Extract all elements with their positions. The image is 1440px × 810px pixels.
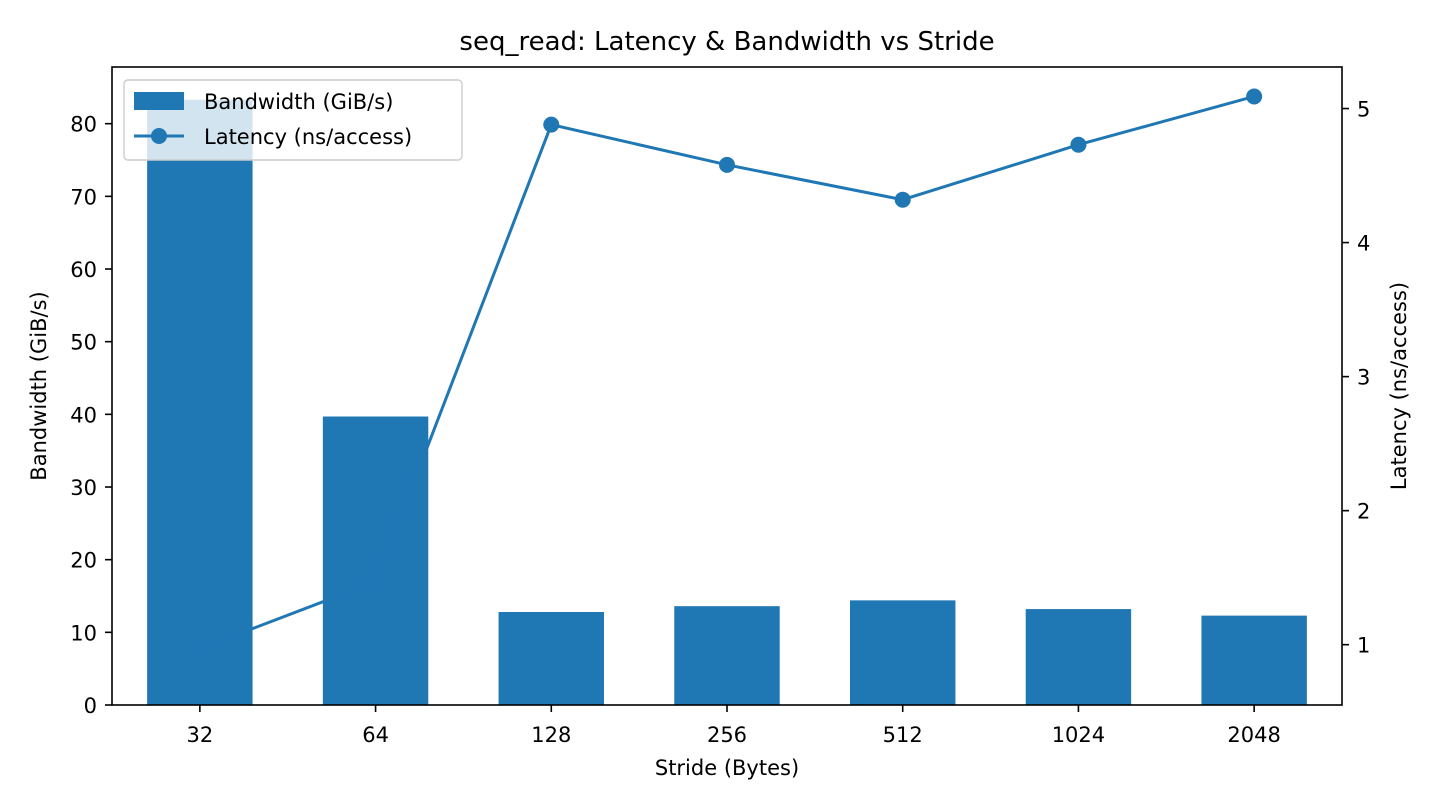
legend-box (123, 79, 463, 161)
y-right-tick-label-2: 2 (1357, 500, 1370, 524)
y-right-tick-label-3: 3 (1357, 366, 1370, 390)
y-axis-left: 0 10 20 30 40 50 60 70 80 (70, 113, 112, 718)
y-left-tick-label-80: 80 (70, 113, 97, 137)
legend-bar-swatch (134, 92, 184, 110)
y-left-tick-label-10: 10 (70, 621, 97, 645)
legend-line-marker (151, 128, 167, 144)
bar-512 (850, 600, 956, 705)
x-tick-label-512: 512 (883, 723, 923, 747)
y-axis-left-label: Bandwidth (GiB/s) (27, 291, 51, 480)
y-left-tick-label-20: 20 (70, 549, 97, 573)
y-left-tick-label-0: 0 (84, 694, 97, 718)
x-tick-label-1024: 1024 (1052, 723, 1105, 747)
y-right-tick-label-5: 5 (1357, 98, 1370, 122)
y-left-tick-label-70: 70 (70, 185, 97, 209)
x-axis-label: Stride (Bytes) (655, 756, 799, 780)
chart-title: seq_read: Latency & Bandwidth vs Stride (459, 27, 994, 57)
y-axis-right-label: Latency (ns/access) (1387, 282, 1411, 490)
x-tick-label-64: 64 (362, 723, 389, 747)
x-tick-label-256: 256 (707, 723, 747, 747)
x-axis: 32 64 128 256 512 1024 2048 (186, 705, 1281, 747)
y-left-tick-label-60: 60 (70, 258, 97, 282)
bars (147, 99, 1307, 705)
bar-128 (498, 611, 604, 705)
latency-point-2048 (1246, 88, 1263, 105)
x-tick-label-2048: 2048 (1227, 723, 1280, 747)
bar-256 (674, 606, 780, 705)
legend: Bandwidth (GiB/s) Latency (ns/access) (123, 79, 463, 161)
y-left-tick-label-50: 50 (70, 331, 97, 355)
y-left-tick-label-40: 40 (70, 403, 97, 427)
latency-point-128 (543, 116, 560, 133)
y-right-tick-label-1: 1 (1357, 634, 1370, 658)
latency-point-512 (894, 191, 911, 208)
latency-point-64 (367, 573, 384, 590)
bar-32 (147, 99, 253, 705)
x-tick-label-32: 32 (186, 723, 213, 747)
legend-latency-label: Latency (ns/access) (204, 125, 412, 149)
latency-point-1024 (1070, 136, 1087, 153)
latency-line-layer (191, 88, 1263, 657)
y-left-tick-label-30: 30 (70, 476, 97, 500)
legend-bandwidth-label: Bandwidth (GiB/s) (204, 90, 393, 114)
y-right-tick-label-4: 4 (1357, 232, 1370, 256)
y-axis-right: 1 2 3 4 5 (1342, 98, 1370, 658)
x-tick-label-128: 128 (531, 723, 571, 747)
latency-point-256 (719, 156, 735, 173)
bar-64 (322, 416, 429, 705)
bar-1024 (1025, 609, 1132, 705)
latency-point-32 (191, 640, 208, 657)
bar-2048 (1201, 615, 1307, 705)
